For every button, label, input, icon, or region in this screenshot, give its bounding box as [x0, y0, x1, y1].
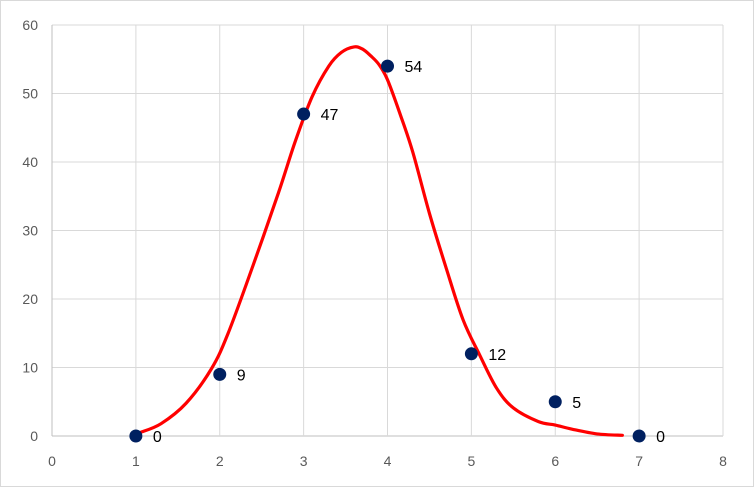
data-point [464, 347, 478, 361]
data-label: 5 [572, 395, 581, 412]
data-label: 54 [405, 59, 423, 76]
data-label: 47 [321, 107, 339, 124]
y-tick-label: 40 [22, 154, 38, 170]
data-point [381, 59, 394, 73]
y-tick-label: 60 [22, 17, 38, 33]
data-point [129, 429, 143, 443]
y-tick-label: 50 [22, 86, 38, 102]
fitted-curve [138, 45, 624, 437]
x-tick-label: 4 [384, 453, 392, 469]
x-tick-label: 6 [551, 453, 559, 469]
x-tick-label: 5 [467, 453, 475, 469]
data-label: 0 [153, 429, 162, 446]
data-point [548, 395, 562, 409]
x-tick-label: 2 [216, 453, 224, 469]
data-point [297, 107, 311, 121]
x-tick-label: 8 [719, 453, 727, 469]
data-label: 12 [488, 347, 506, 364]
x-tick-label: 3 [300, 453, 308, 469]
x-tick-label: 0 [48, 453, 56, 469]
data-label: 0 [656, 429, 665, 446]
data-label: 9 [237, 367, 246, 384]
data-point [632, 429, 646, 443]
y-tick-label: 0 [30, 428, 38, 444]
x-tick-label: 1 [132, 453, 140, 469]
y-tick-label: 20 [22, 291, 38, 307]
data-point [213, 367, 227, 381]
y-tick-label: 30 [22, 223, 38, 239]
x-tick-label: 7 [635, 453, 643, 469]
y-tick-label: 10 [22, 360, 38, 376]
